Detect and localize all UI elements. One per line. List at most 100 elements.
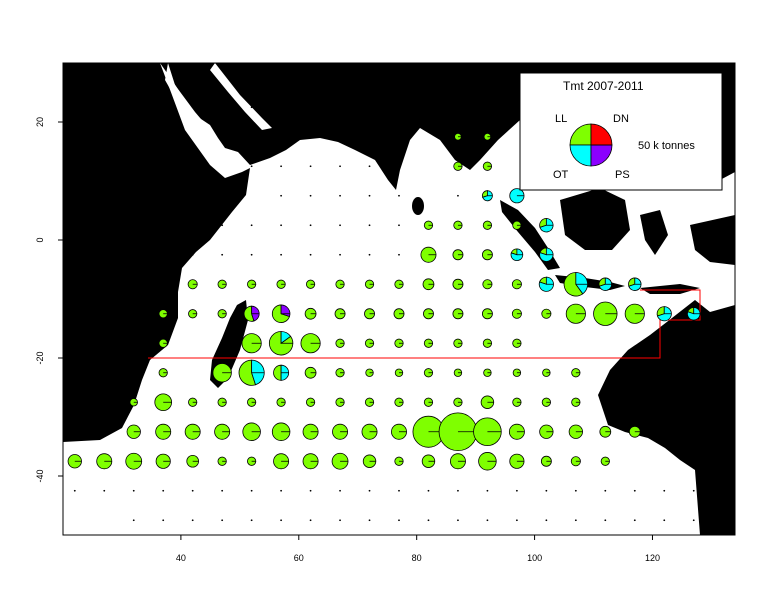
catch-pie [335,338,345,348]
catch-pie [481,249,493,261]
catch-pie [271,304,291,323]
tiny-catch-dot [221,489,224,492]
catch-pie [334,308,346,320]
tiny-catch-dot [339,165,341,168]
catch-pies [67,132,701,471]
catch-pie [481,190,493,202]
catch-pie [542,368,551,377]
catch-pie [394,338,404,348]
legend: Tmt 2007-2011 LL DN OT PS 50 k tonnes [519,72,723,191]
catch-pie [423,308,434,320]
catch-pie [188,309,198,319]
catch-pie [512,220,522,230]
tiny-catch-dot [486,519,489,522]
catch-pie [212,363,232,383]
tiny-catch-dot [132,519,135,522]
tiny-catch-dot [457,489,459,492]
catch-pie [242,422,261,441]
catch-pie [539,218,554,233]
tiny-catch-dot [280,194,283,197]
catch-pie [391,423,407,440]
catch-pie [593,301,618,326]
tiny-catch-dot [368,194,371,197]
persian-gulf [210,63,272,130]
tiny-catch-dot [250,165,253,168]
catch-pie [511,279,522,290]
tiny-catch-dot [250,489,253,492]
tiny-catch-dot [221,253,224,256]
catch-pie [155,423,172,440]
catch-pie [187,279,198,290]
catch-pie [453,368,463,377]
catch-pie [129,398,138,407]
catch-pie [570,456,581,467]
tiny-catch-dot [250,224,253,227]
tiny-catch-dot [574,489,577,492]
tiny-catch-dot [663,489,666,492]
catch-pie [478,452,497,471]
catch-pie [539,247,554,262]
catch-pie [273,364,289,381]
tiny-catch-dot [250,135,253,138]
tiny-catch-dot [368,489,371,492]
tiny-catch-dot [515,489,518,492]
catch-pie [512,368,522,377]
timor-landmass [640,284,700,294]
borneo-landmass [560,188,630,250]
tiny-catch-dot [73,489,76,492]
catch-pie [481,308,493,320]
tiny-catch-dot [280,519,283,522]
catch-pie [184,423,201,440]
tiny-catch-dot [398,224,400,227]
catch-pie [423,368,434,378]
tiny-catch-dot [191,489,194,492]
y-tick-label: 0 [35,237,45,242]
tiny-catch-dot [633,489,636,492]
catch-pie [238,359,265,386]
catch-pie [483,368,492,377]
catch-pie [331,452,349,470]
tiny-catch-dot [221,135,224,138]
tiny-catch-dot [368,253,371,256]
catch-pie [364,397,375,407]
x-tick-label: 60 [294,553,304,563]
catch-pie [421,454,436,468]
tiny-catch-dot [339,135,341,138]
catch-pie [364,279,375,289]
catch-pie [394,279,404,289]
catch-pie [362,454,377,468]
catch-pie [599,425,612,438]
catch-pie [247,279,257,289]
catch-pie [67,454,82,469]
catch-pie [126,424,141,439]
tiny-catch-dot [427,489,430,492]
new-guinea-landmass [690,215,735,265]
tiny-catch-dot [280,135,283,138]
catch-pie [247,456,257,466]
catch-pie [452,278,464,290]
catch-pie [452,249,464,261]
tiny-catch-dot [280,165,283,168]
catch-pie [449,453,466,470]
tiny-catch-dot [368,224,371,227]
legend-title: Tmt 2007-2011 [563,79,644,93]
tiny-catch-dot [191,106,194,109]
catch-pie [600,456,610,466]
catch-pie [276,397,286,407]
tiny-catch-dot [368,519,371,522]
catch-pie [305,279,316,289]
catch-pie [480,395,495,409]
catch-pie [214,423,231,440]
tiny-catch-dot [604,489,607,492]
tiny-catch-dot [250,519,253,522]
tiny-catch-dot [103,489,106,492]
catch-pie [271,422,291,441]
catch-pie [302,423,319,440]
catch-pie [509,188,525,204]
catch-pie [423,338,434,348]
catch-pie [394,456,404,466]
tiny-catch-dot [280,106,283,109]
catch-pie [438,412,478,452]
legend-pie-chart [569,123,613,167]
catch-pie [511,308,522,319]
